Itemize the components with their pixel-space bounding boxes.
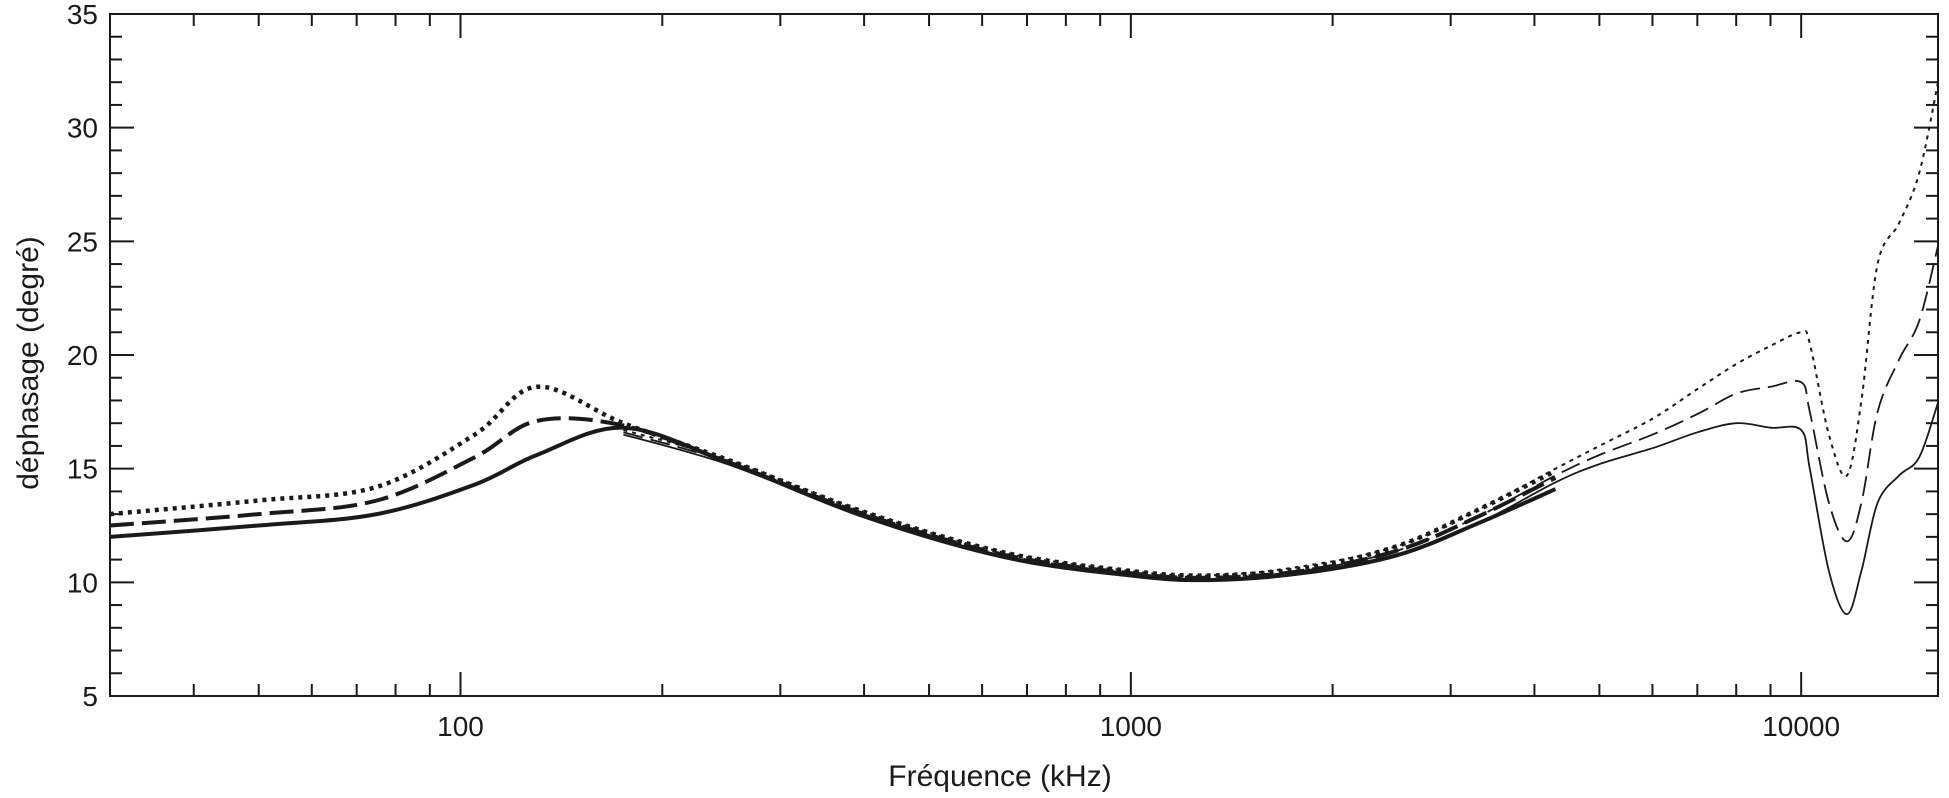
series-layer bbox=[109, 82, 1939, 616]
y-tick-label: 5 bbox=[82, 681, 98, 712]
tick-label-layer: 100 1000 10000 5 10 15 20 25 30 35 bbox=[67, 0, 1840, 742]
y-tick-label: 35 bbox=[67, 0, 98, 30]
x-tick-label: 100 bbox=[437, 711, 484, 742]
y-tick-label: 15 bbox=[67, 454, 98, 485]
y-tick-label: 25 bbox=[67, 226, 98, 257]
series-line-dotted-thick bbox=[109, 384, 1557, 578]
series-line-solid-thin bbox=[623, 402, 1939, 616]
y-tick-label: 10 bbox=[67, 567, 98, 598]
series-line-dashed-thick bbox=[109, 416, 1557, 580]
y-axis-label: déphasage (degré) bbox=[12, 236, 45, 490]
series-line-dotted-thin bbox=[623, 82, 1939, 577]
series-line-dashed-thin bbox=[623, 245, 1939, 579]
x-tick-label: 1000 bbox=[1100, 711, 1162, 742]
tick-layer bbox=[109, 13, 1938, 697]
x-tick-label: 10000 bbox=[1762, 711, 1840, 742]
x-axis-label: Fréquence (kHz) bbox=[888, 760, 1111, 793]
y-tick-label: 30 bbox=[67, 113, 98, 144]
plot-frame bbox=[109, 13, 1939, 697]
y-tick-label: 20 bbox=[67, 340, 98, 371]
